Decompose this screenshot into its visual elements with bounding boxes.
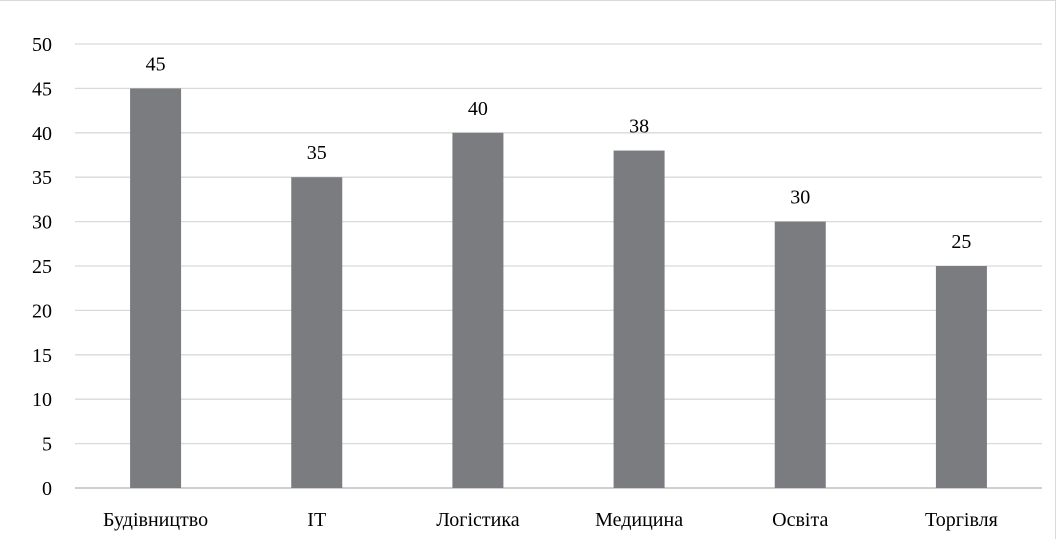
x-category-label: Логістика	[436, 509, 520, 531]
y-tick-label: 50	[32, 34, 52, 56]
x-category-label: Торгівля	[925, 509, 998, 531]
gridlines	[75, 43, 1042, 445]
data-label: 45	[146, 53, 166, 75]
x-category-label: IT	[307, 509, 326, 531]
y-tick-label: 40	[32, 123, 52, 145]
y-tick-label: 30	[32, 212, 52, 234]
y-tick-label: 35	[32, 167, 52, 189]
x-category-label: Освіта	[772, 509, 828, 531]
labels: 0 5 10 15 20 25 30 35 40 45 50 45 Будівництво 35 IT 40 Л…	[32, 34, 998, 531]
data-label: 40	[468, 98, 488, 120]
bar	[613, 150, 665, 488]
y-tick-label: 45	[32, 78, 52, 100]
data-label: 25	[951, 231, 971, 253]
bar	[130, 88, 182, 489]
y-tick-label: 25	[32, 256, 52, 278]
x-category-label: Будівництво	[103, 509, 208, 531]
data-label: 30	[790, 187, 810, 209]
bar	[935, 266, 987, 488]
data-label: 35	[307, 142, 327, 164]
bar	[291, 177, 343, 488]
y-tick-label: 10	[32, 389, 52, 411]
y-tick-label: 20	[32, 300, 52, 322]
y-tick-label: 5	[42, 434, 52, 456]
y-tick-label: 0	[42, 478, 52, 500]
x-category-label: Медицина	[595, 509, 683, 531]
y-tick-label: 15	[32, 345, 52, 367]
data-label: 38	[629, 116, 649, 138]
bar	[452, 132, 504, 489]
bars	[130, 88, 987, 489]
bar	[774, 221, 826, 488]
